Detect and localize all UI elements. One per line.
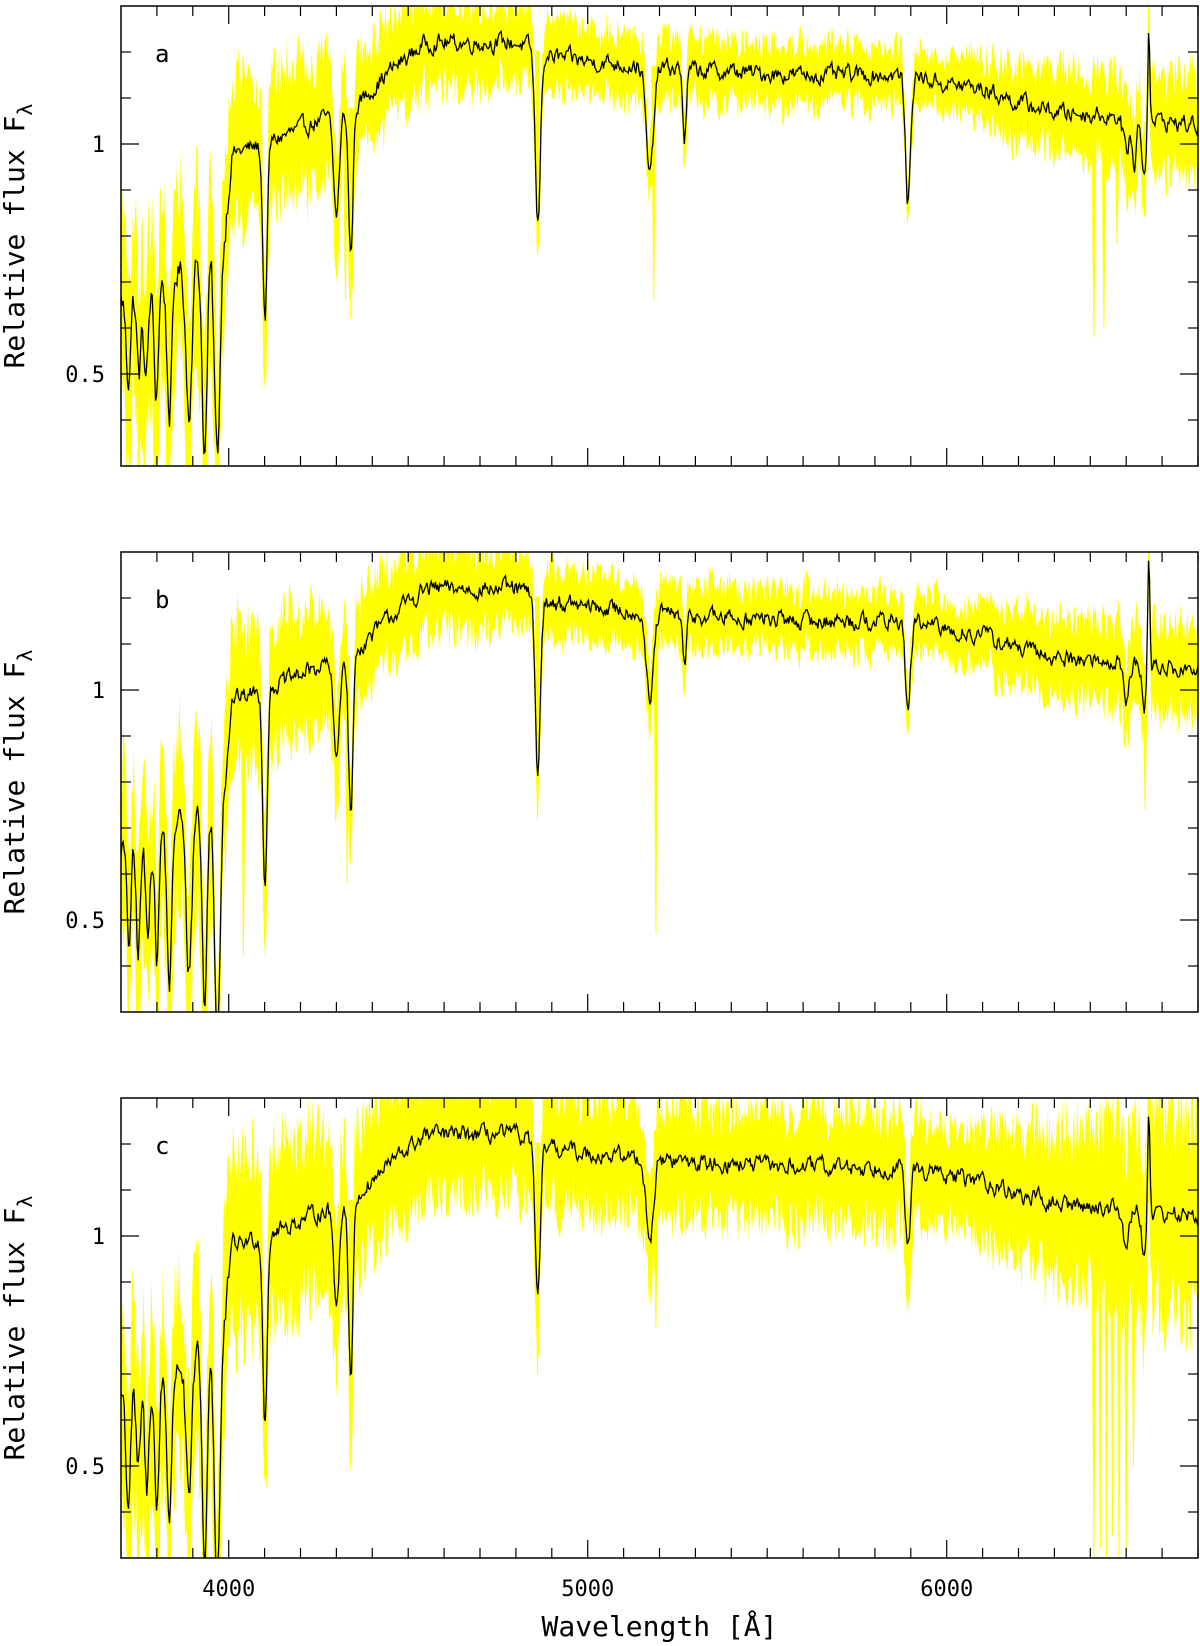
x-axis-label: Wavelength [Å] xyxy=(541,1609,777,1643)
band-spike-b-3 xyxy=(653,612,659,934)
spectrum-line-b xyxy=(121,560,1198,1012)
band-spike-c-7 xyxy=(1116,1207,1122,1558)
spectrum-panel-b: 0.5 1 b Relative flux Fλ xyxy=(0,551,1199,1013)
spectrum-line-c xyxy=(121,1116,1198,1558)
y-tick-label-a-1: 1 xyxy=(92,133,105,158)
y-axis-label-b: Relative flux Fλ xyxy=(0,650,37,915)
y-tick-label-b-1: 1 xyxy=(92,679,105,704)
y-tick-label-c-1: 1 xyxy=(92,1225,105,1250)
spectrum-line-a xyxy=(121,30,1198,455)
band-spike-c-6 xyxy=(1110,1207,1116,1536)
y-axis-label-a: Relative flux Fλ xyxy=(0,104,37,369)
band-spike-b-4 xyxy=(1142,664,1148,810)
spectrum-panel-a: 0.5 1 a Relative flux Fλ xyxy=(0,5,1199,467)
y-tick-label-c-0: 0.5 xyxy=(65,1455,105,1480)
band-spike-b-2 xyxy=(534,596,540,819)
band-spike-c-5 xyxy=(1103,1206,1110,1558)
band-spike-c-3 xyxy=(1091,1205,1097,1558)
spectrum-panel-c: 0.5 1 c Relative flux Fλ 4000 5000 6000 xyxy=(0,1097,1199,1602)
uncertainty-band-b xyxy=(121,552,1198,1012)
band-spike-a-4 xyxy=(1091,113,1097,338)
band-spike-b-0 xyxy=(240,695,246,957)
x-tick-label-0: 4000 xyxy=(202,1577,255,1602)
band-spike-a-0 xyxy=(342,110,348,301)
band-spike-a-3 xyxy=(651,66,657,301)
x-tick-label-1: 5000 xyxy=(561,1577,614,1602)
panel-label-b: b xyxy=(155,586,169,614)
y-axis-label-c: Relative flux Fλ xyxy=(0,1196,37,1461)
y-tick-label-b-0: 0.5 xyxy=(65,909,105,934)
band-spike-c-8 xyxy=(1123,1207,1129,1549)
x-tick-label-2: 6000 xyxy=(920,1577,973,1602)
band-spike-c-0 xyxy=(348,1200,354,1448)
band-spike-c-4 xyxy=(1097,1206,1103,1549)
uncertainty-band-c xyxy=(121,1098,1198,1558)
panel-label-c: c xyxy=(155,1132,169,1160)
band-spike-c-9 xyxy=(1130,1208,1136,1467)
uncertainty-band-a xyxy=(121,6,1198,466)
panel-label-a: a xyxy=(155,40,169,68)
band-spike-a-1 xyxy=(348,108,354,319)
band-spike-a-6 xyxy=(1114,115,1120,246)
y-tick-label-a-0: 0.5 xyxy=(65,363,105,388)
band-spike-a-2 xyxy=(534,50,540,255)
band-spike-a-5 xyxy=(1101,114,1107,329)
